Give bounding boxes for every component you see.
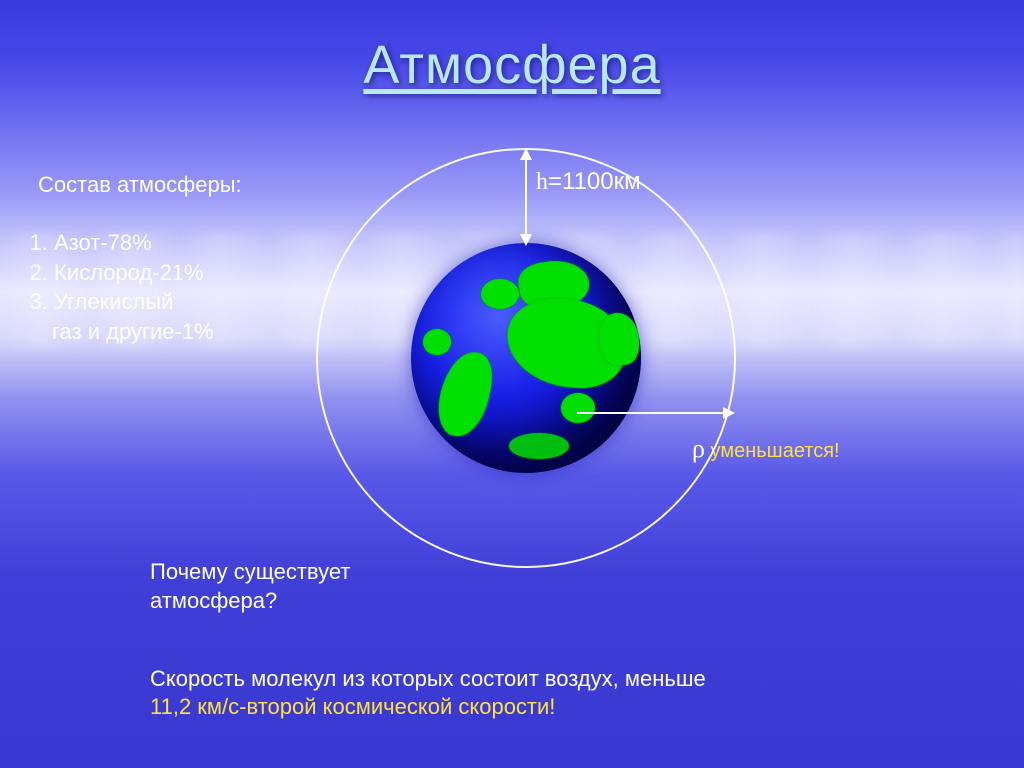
list-item: Кислород-21% bbox=[54, 258, 214, 288]
rho-text: уменьшается! bbox=[705, 440, 840, 462]
list-item: Азот-78% bbox=[54, 228, 214, 258]
list-item: Углекислый газ и другие-1% bbox=[54, 287, 214, 346]
list-item-text: Углекислый bbox=[54, 289, 173, 314]
landmass bbox=[423, 329, 451, 355]
landmass bbox=[509, 433, 569, 459]
landmass bbox=[599, 313, 639, 365]
question-line1: Почему существует bbox=[150, 559, 350, 584]
answer-line1: Скорость молекул из которых состоит возд… bbox=[150, 666, 706, 692]
height-arrow-icon bbox=[525, 150, 527, 244]
landmass bbox=[481, 279, 519, 309]
question-line2: атмосфера? bbox=[150, 588, 277, 613]
earth-globe bbox=[411, 243, 641, 473]
question-text: Почему существует атмосфера? bbox=[150, 558, 350, 615]
density-arrow-icon bbox=[577, 412, 733, 414]
answer-line2: 11,2 км/с-второй космической скорости! bbox=[150, 694, 555, 720]
landmass bbox=[433, 347, 498, 441]
list-item-text: Азот-78% bbox=[54, 230, 152, 255]
list-item-text: газ и другие-1% bbox=[52, 319, 214, 344]
composition-list: Азот-78% Кислород-21% Углекислый газ и д… bbox=[20, 228, 214, 347]
composition-heading: Состав атмосферы: bbox=[38, 172, 242, 198]
list-item-text: Кислород-21% bbox=[54, 260, 204, 285]
landmass bbox=[561, 393, 595, 423]
page-title: Атмосфера bbox=[0, 34, 1024, 96]
